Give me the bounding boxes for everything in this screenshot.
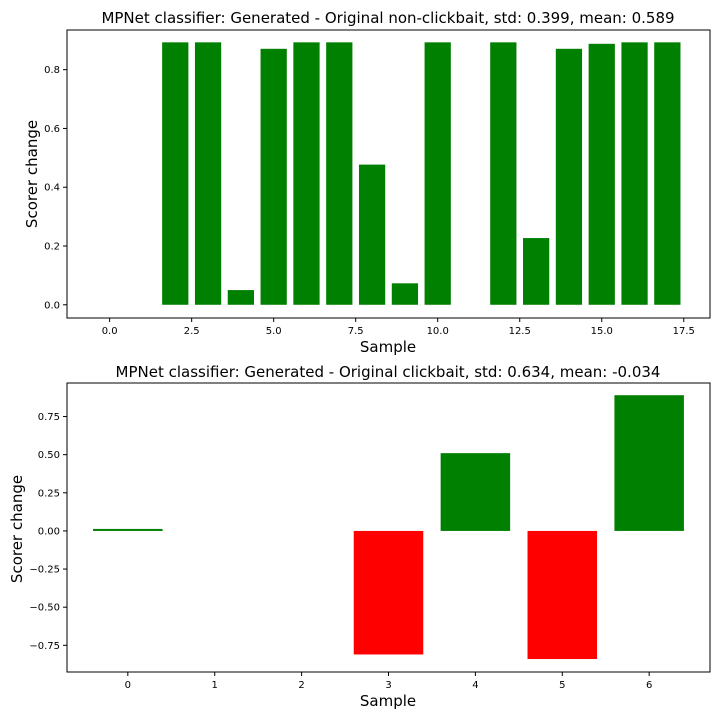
x-tick-label: 12.5: [509, 326, 531, 337]
bar: [194, 42, 222, 305]
y-tick-label: 0.75: [38, 412, 60, 423]
y-tick-label: 0.00: [38, 526, 60, 537]
bar: [293, 42, 320, 305]
x-tick-label: 4: [472, 680, 478, 691]
bar: [654, 42, 681, 305]
plot-area: [66, 29, 711, 319]
bar: [358, 164, 386, 305]
chart-title: MPNet classifier: Generated - Original c…: [116, 363, 661, 381]
x-axis-label: Sample: [360, 692, 416, 710]
x-tick-label: 7.5: [348, 326, 364, 337]
x-tick-label: 10.0: [427, 326, 449, 337]
bar: [440, 453, 511, 531]
y-axis-label: Scorer change: [23, 120, 41, 228]
bar: [588, 43, 615, 305]
bar: [93, 528, 163, 531]
y-tick-label: −0.25: [29, 565, 60, 576]
x-tick-label: 2: [298, 680, 304, 691]
bar: [260, 48, 287, 305]
x-tick-label: 15.0: [591, 326, 613, 337]
chart-top: MPNet classifier: Generated - Original n…: [23, 9, 711, 356]
y-tick-label: 0.6: [44, 124, 60, 135]
x-tick-label: 1: [212, 680, 218, 691]
bar: [162, 42, 189, 305]
bar: [614, 395, 684, 531]
bar: [527, 530, 598, 660]
bar: [353, 530, 424, 655]
bar: [555, 48, 583, 305]
y-tick-label: 0.25: [38, 488, 60, 499]
bar: [424, 42, 451, 305]
chart-title: MPNet classifier: Generated - Original n…: [101, 9, 674, 27]
x-tick-label: 5: [559, 680, 565, 691]
bar: [523, 238, 550, 305]
y-tick-label: −0.75: [29, 641, 60, 652]
x-tick-label: 3: [385, 680, 391, 691]
y-tick-label: 0.4: [44, 183, 60, 194]
x-tick-label: 2.5: [184, 326, 200, 337]
x-axis-label: Sample: [360, 338, 416, 356]
chart-bottom: MPNet classifier: Generated - Original c…: [8, 363, 711, 710]
y-tick-label: 0.8: [44, 65, 60, 76]
bar: [490, 42, 517, 305]
x-tick-label: 5.0: [266, 326, 282, 337]
bar: [227, 290, 254, 305]
y-axis-label: Scorer change: [8, 475, 26, 583]
bar: [326, 42, 353, 305]
x-tick-label: 0.0: [102, 326, 118, 337]
y-tick-label: 0.0: [44, 300, 60, 311]
y-tick-label: 0.2: [44, 242, 60, 253]
y-tick-label: 0.50: [38, 450, 60, 461]
y-tick-label: −0.50: [29, 603, 60, 614]
bar: [391, 283, 419, 305]
x-tick-label: 17.5: [673, 326, 695, 337]
bar: [621, 42, 648, 305]
x-tick-label: 6: [646, 680, 652, 691]
x-tick-label: 0: [125, 680, 131, 691]
